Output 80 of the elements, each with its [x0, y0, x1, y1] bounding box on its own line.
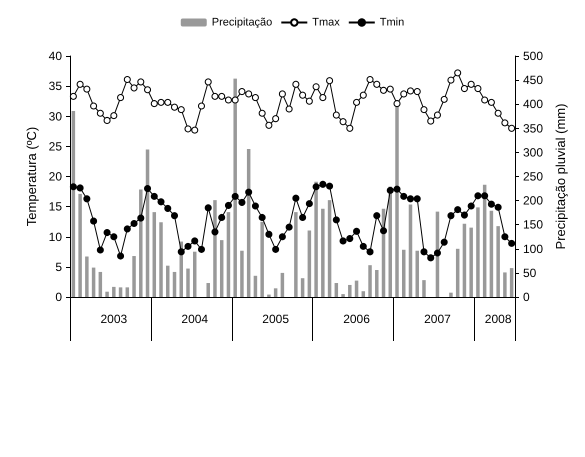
x-tick-label: 2008: [484, 312, 512, 326]
bar: [280, 272, 284, 297]
bar: [456, 248, 460, 297]
bar: [308, 230, 312, 297]
y-tick-label: 0: [55, 290, 62, 304]
bar: [469, 228, 473, 297]
legend-label: Tmin: [380, 16, 404, 28]
bar: [118, 287, 122, 297]
bar: [328, 200, 332, 297]
bar: [132, 256, 136, 297]
bar: [503, 272, 507, 297]
bar: [98, 272, 102, 297]
bar: [105, 292, 109, 297]
y-tick-label: 40: [48, 49, 62, 63]
bar: [341, 294, 345, 297]
y2-tick-label: 0: [523, 290, 530, 304]
y-tick-label: 10: [48, 230, 62, 244]
x-tick-label: 2006: [343, 312, 370, 326]
bar: [186, 268, 190, 297]
bar: [496, 226, 500, 297]
y-tick-label: 30: [48, 109, 62, 124]
bar: [321, 208, 325, 297]
bar: [166, 266, 170, 297]
bar: [172, 272, 176, 297]
y-tick-label: 25: [48, 139, 62, 154]
y2-axis-title: Precipitação pluvial (mm): [552, 104, 568, 250]
bar: [126, 287, 130, 297]
y2-tick-label: 300: [523, 145, 544, 160]
y2-tick-label: 400: [523, 97, 544, 112]
bar: [206, 283, 210, 297]
y-tick-label: 5: [55, 260, 62, 274]
bar: [415, 250, 419, 297]
bar: [92, 268, 96, 297]
bar: [85, 256, 89, 297]
bar: [402, 250, 406, 297]
y-tick-label: 20: [48, 170, 62, 184]
bar: [159, 222, 163, 297]
bar: [375, 270, 379, 297]
bar: [368, 265, 372, 297]
bar: [490, 210, 494, 297]
y-tick-label: 15: [48, 200, 62, 214]
bar: [78, 194, 82, 297]
bar: [348, 284, 352, 297]
y-tick-label: 35: [48, 79, 62, 94]
y2-tick-label: 200: [523, 194, 544, 208]
legend-label: Precipitação: [212, 16, 272, 28]
bar: [476, 207, 480, 297]
legend-label: Tmax: [312, 16, 340, 28]
bar: [362, 291, 366, 297]
bar: [146, 150, 150, 297]
y2-tick-label: 250: [523, 170, 544, 184]
bar: [436, 212, 440, 297]
y2-tick-label: 450: [523, 73, 544, 88]
bar: [240, 250, 244, 297]
bar: [422, 280, 426, 297]
x-tick-label: 2004: [181, 312, 208, 326]
bar: [300, 278, 304, 297]
bar: [192, 252, 196, 297]
bar: [510, 268, 514, 297]
y2-tick-label: 100: [523, 242, 544, 256]
bar: [152, 212, 156, 297]
y2-tick-label: 500: [523, 49, 544, 63]
x-tick-label: 2007: [424, 312, 452, 326]
bar: [449, 292, 453, 297]
bar: [354, 280, 358, 297]
bar: [334, 283, 338, 297]
x-tick-label: 2005: [262, 312, 290, 326]
y-axis-title: Temperatura (ºC): [24, 126, 39, 226]
bar: [294, 212, 298, 297]
y2-tick-label: 50: [523, 266, 537, 280]
y2-tick-label: 350: [523, 121, 544, 136]
bar: [254, 276, 258, 297]
bar: [112, 286, 116, 297]
x-tick-label: 2003: [100, 312, 128, 326]
y2-tick-label: 150: [523, 218, 544, 232]
bar: [220, 240, 224, 297]
bar: [462, 224, 466, 297]
bar: [226, 212, 230, 297]
bar: [408, 204, 412, 297]
bar: [274, 288, 278, 297]
